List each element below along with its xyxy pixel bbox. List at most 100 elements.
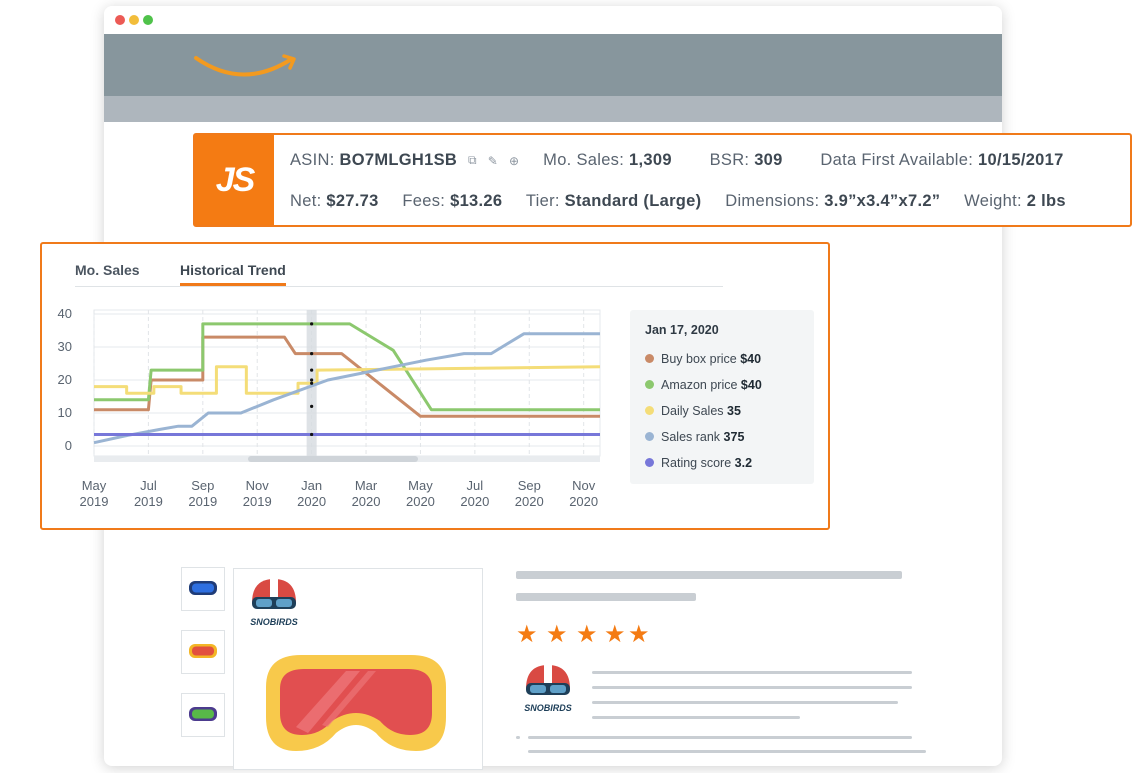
fees-value: $13.26 [450,192,503,210]
smile-logo-icon [194,54,296,77]
historical-trend-chart[interactable]: 010203040May2019Jul2019Sep2019Nov2019Jan… [42,290,622,530]
legend-item-daily-sales: Daily Sales 35 [645,404,741,418]
first-available-label: Data First Available: [820,151,974,169]
minimize-window-button[interactable] [129,15,139,25]
close-window-button[interactable] [115,15,125,25]
thumbnail-green[interactable] [181,693,225,737]
x-tick-year: 2019 [243,494,272,509]
brand-label: SNOBIRDS [250,617,298,627]
legend-item-sales-rank: Sales rank 375 [645,430,744,444]
x-tick-year: 2020 [297,494,326,509]
mo-sales-value: 1,309 [629,151,672,169]
highlight-marker [310,404,314,408]
series-line [94,322,600,412]
series-line [94,365,601,395]
chart-tooltip-legend: Jan 17, 2020 Buy box price $40 Amazon pr… [630,310,814,484]
highlight-marker [310,368,314,372]
maximize-window-button[interactable] [143,15,153,25]
product-main-image[interactable]: SNOBIRDS [233,568,483,770]
legend-value: 3.2 [734,456,753,470]
legend-item-rating: Rating score 3.2 [645,456,752,470]
legend-value: 375 [723,430,745,444]
highlight-marker [310,432,314,437]
chart-scrollbar-thumb [248,456,418,462]
description-line [592,716,800,719]
description-line [592,701,898,704]
highlight-marker [310,322,314,326]
tier-label: Tier: [525,192,560,210]
series-line [93,332,600,445]
dimensions-value: 3.9”x3.4”x7.2” [824,192,941,210]
snobirds-logo-icon: SNOBIRDS [250,579,298,627]
x-tick-label: Jul [467,478,484,493]
asin-value[interactable]: BO7MLGH1SB [339,151,458,169]
legend-label: Daily Sales [661,404,724,418]
title-bar [104,6,1002,34]
legend-swatch [645,432,654,442]
x-tick-label: Jul [140,478,157,493]
bsr-label: BSR: [709,151,750,169]
info-row-top: ASIN: BO7MLGH1SB ⧉ ✎ ⊕ Mo. Sales: 1,309 … [290,151,1064,170]
plot-area [93,309,601,457]
dimensions-label: Dimensions: [725,192,820,210]
x-tick-label: Jan [301,478,322,493]
copy-icon[interactable]: ⧉ [468,153,477,168]
tab-historical-trend[interactable]: Historical Trend [180,262,286,286]
fees-label: Fees: [402,192,446,210]
x-tick-label: Mar [355,478,378,493]
legend-swatch [645,458,654,468]
x-tick-label: May [408,478,433,493]
legend-value: $40 [740,378,762,392]
add-icon[interactable]: ⊕ [509,153,520,168]
snobirds-logo-icon: SNOBIRDS [524,665,572,713]
net-value: $27.73 [326,192,379,210]
product-title-placeholder [516,571,902,579]
legend-item-buy-box: Buy box price $40 [645,352,761,366]
rating-star-icon: ★ [516,621,538,648]
yellow-goggles-icon [189,644,217,658]
x-tick-year: 2020 [515,494,544,509]
bsr-value: 309 [754,151,783,169]
legend-swatch [645,406,654,416]
mo-sales-label: Mo. Sales: [543,151,625,169]
tooltip-date: Jan 17, 2020 [645,323,719,337]
weight-label: Weight: [964,192,1022,210]
highlight-marker [310,352,314,356]
history-chart-panel: Mo. Sales Historical Trend 0 10 20 30 40 May 2… [40,242,830,530]
x-tick-year: 2020 [406,494,435,509]
thumbnail-yellow[interactable] [181,630,225,674]
link-icon[interactable]: ✎ [487,153,499,168]
x-tick-year: 2019 [188,494,217,509]
thumbnail-blue[interactable] [181,567,225,611]
legend-swatch [645,380,654,390]
x-tick-label: Nov [572,478,596,493]
x-tick-label: Nov [246,478,270,493]
js-logo-badge: JS [195,135,274,225]
x-tick-year: 2019 [80,494,109,509]
legend-swatch [645,354,654,364]
description-line [592,671,912,674]
tab-mo-sales[interactable]: Mo. Sales [75,262,140,278]
info-row-bottom: Net: $27.73 Fees: $13.26 Tier: Standard … [290,192,1066,211]
description-line [592,686,912,689]
description-line [528,750,926,753]
net-label: Net: [290,192,322,210]
tier-value: Standard (Large) [564,192,702,210]
highlight-marker [310,378,314,382]
legend-value: $40 [740,352,762,366]
rating-star-icon: ★ [576,621,598,648]
legend-value: 35 [727,404,741,418]
legend-label: Amazon price [661,378,738,392]
legend-label: Sales rank [661,430,721,444]
legend-item-amazon: Amazon price $40 [645,378,762,392]
y-tick-label: 0 [65,438,72,453]
x-tick-year: 2019 [134,494,163,509]
highlight-marker [310,381,314,385]
product-subtitle-placeholder [516,593,696,601]
store-header [104,34,1002,96]
green-goggles-icon [189,707,217,721]
y-tick-label: 10 [58,405,72,420]
y-tick-label: 30 [58,339,72,354]
y-tick-label: 20 [58,372,72,387]
x-tick-label: May [82,478,107,493]
